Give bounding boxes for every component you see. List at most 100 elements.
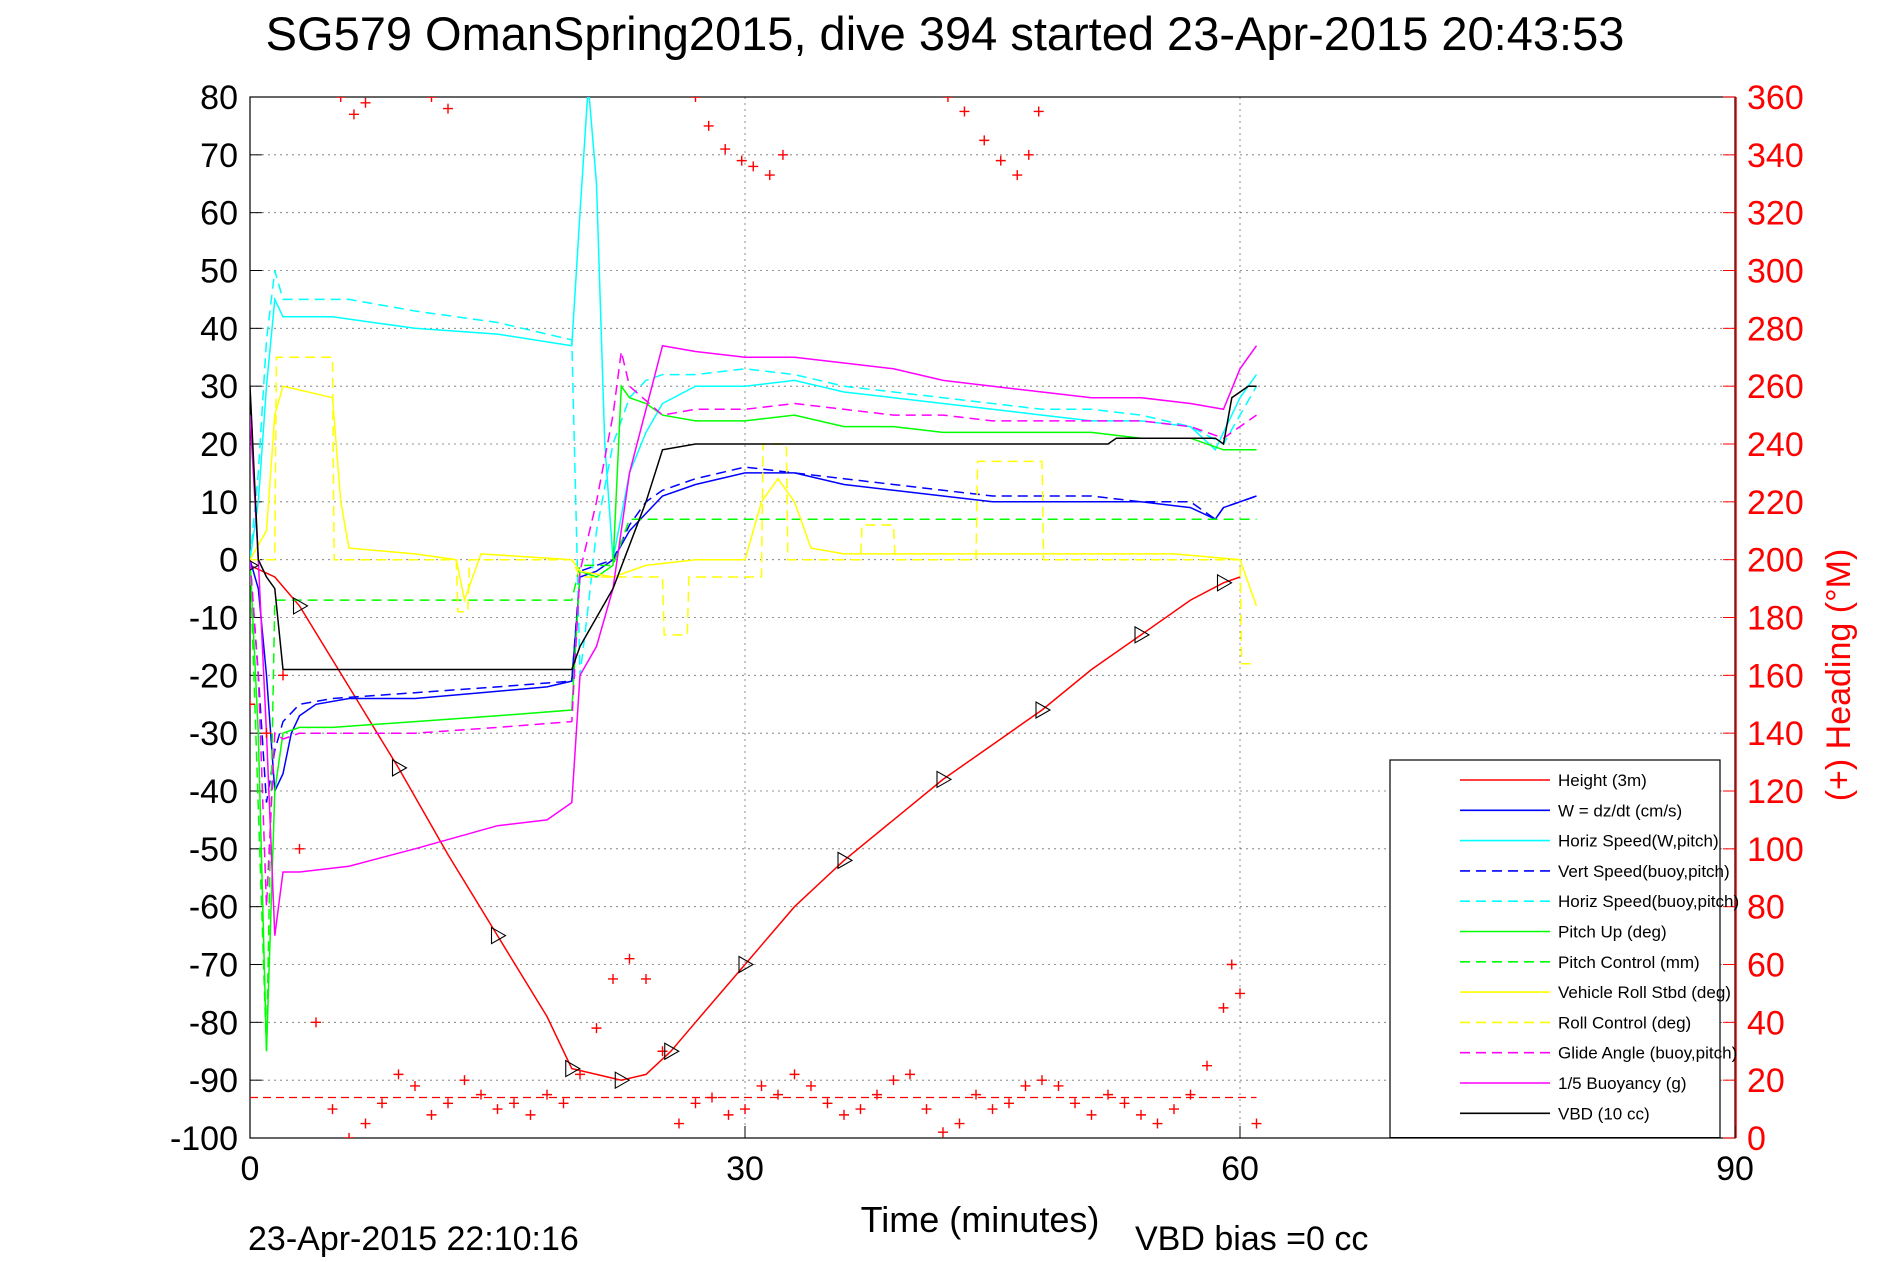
x-tick-label: 30 [726,1150,764,1188]
y-tick-label: 20 [200,426,238,464]
height-marker [936,770,953,789]
heading-point [1012,170,1023,181]
x-tick-label: 90 [1716,1150,1754,1188]
y2-tick-label: 120 [1747,773,1804,811]
heading-point [426,97,437,102]
heading-point [1185,1089,1196,1100]
y2-tick-label: 100 [1747,831,1804,869]
heading-point [608,973,618,984]
heading-point [1020,1080,1031,1091]
height-marker [664,1042,680,1061]
y2-tick-label: 200 [1747,542,1804,580]
y2-tick-label: 320 [1747,195,1804,233]
heading-point [575,1069,585,1080]
heading-point [443,1098,453,1109]
heading-point [360,1118,371,1129]
heading-point [1023,149,1034,160]
y2-tick-label: 0 [1747,1120,1766,1158]
heading-point [855,1104,866,1115]
legend-label: VBD (10 cc) [1558,1104,1650,1123]
plot-area: 80706050403020100-10-20-30-40-50-60-70-8… [170,79,1804,1188]
y-tick-label: 10 [200,484,238,522]
y2-tick-label: 220 [1747,484,1804,522]
y-tick-label: 40 [200,310,238,348]
heading-point [1152,1118,1163,1129]
heading-point [707,1092,717,1103]
heading-point [674,1118,684,1129]
heading-point [311,1017,321,1028]
heading-point [1070,1098,1080,1109]
legend-label: 1/5 Buoyancy (g) [1558,1074,1687,1093]
legend-label: Vert Speed(buoy,pitch) [1558,862,1730,881]
y-tick-label: -30 [189,715,238,753]
y-tick-label: -40 [189,773,238,811]
height-markers [250,560,1233,1090]
heading-point [921,1104,932,1115]
legend-label: Roll Control (deg) [1558,1013,1691,1032]
y2-tick-label: 300 [1747,253,1804,291]
timestamp-label: 23-Apr-2015 22:10:16 [248,1220,579,1258]
series-glide-angle-buoy-pitch [250,351,1257,907]
heading-point [764,170,775,181]
heading-point [703,120,714,131]
heading-point [1251,1118,1262,1129]
chart-title: SG579 OmanSpring2015, dive 394 started 2… [266,7,1625,60]
heading-point [1226,959,1237,970]
heading-point [1218,1002,1229,1013]
series-heading [250,670,1262,1138]
height-marker [738,955,755,974]
heading-point [789,1069,800,1080]
heading-point [971,1089,981,1100]
heading-point [558,1098,569,1109]
legend-label: Height (3m) [1558,771,1647,790]
y2-tick-label: 360 [1747,79,1804,117]
y2-tick-label: 20 [1747,1062,1785,1100]
heading-point [509,1098,519,1109]
y2-tick-label: 180 [1747,600,1804,638]
y-tick-label: -60 [189,889,238,927]
legend-label: Glide Angle (buoy,pitch) [1558,1044,1737,1063]
y2-tick-label: 160 [1747,657,1804,695]
legend-label: Horiz Speed(W,pitch) [1558,832,1719,851]
y-tick-label: 0 [219,542,238,580]
heading-point [839,1109,849,1120]
series-horiz-speed-w-pitch [250,97,1258,560]
heading-point [624,953,635,964]
heading-point [525,1109,536,1120]
heading-point [459,1075,470,1086]
series-pitch-control-mm [250,518,1257,1052]
heading-point [954,1118,965,1129]
height-marker [1216,573,1233,592]
heading-point [959,106,970,117]
series-vehicle-roll-stbd-deg [250,385,1258,607]
y-tick-label: 70 [200,137,238,175]
series-pitch-up-deg [250,383,1257,1052]
y2-tick-label: 240 [1747,426,1804,464]
heading-point [1086,1109,1097,1120]
heading-point [888,1075,899,1086]
heading-point [348,109,359,120]
legend-label: Vehicle Roll Stbd (deg) [1558,983,1731,1002]
height-marker [1134,625,1151,644]
heading-point [736,155,747,166]
vbd-bias-label: VBD bias =0 cc [1135,1220,1368,1258]
x-tick-label: 60 [1221,1150,1259,1188]
heading-point [1053,1080,1064,1091]
series-height-3m [250,564,1241,1081]
heading-point [1103,1089,1113,1100]
y-tick-label: 80 [200,79,238,117]
x-axis-label: Time (minutes) [861,1199,1100,1240]
heading-point [335,97,346,102]
series-heading-upper [335,97,1044,181]
heading-point [690,97,701,102]
series-group [250,97,1262,1138]
heading-point [1119,1098,1130,1109]
heading-point [756,1080,767,1091]
y-tick-label: -90 [189,1062,238,1100]
heading-point [773,1089,783,1100]
heading-point [327,1104,338,1115]
heading-point [443,103,453,114]
height-marker [565,1059,581,1078]
heading-point [690,1098,701,1109]
y-tick-label: -80 [189,1004,238,1042]
